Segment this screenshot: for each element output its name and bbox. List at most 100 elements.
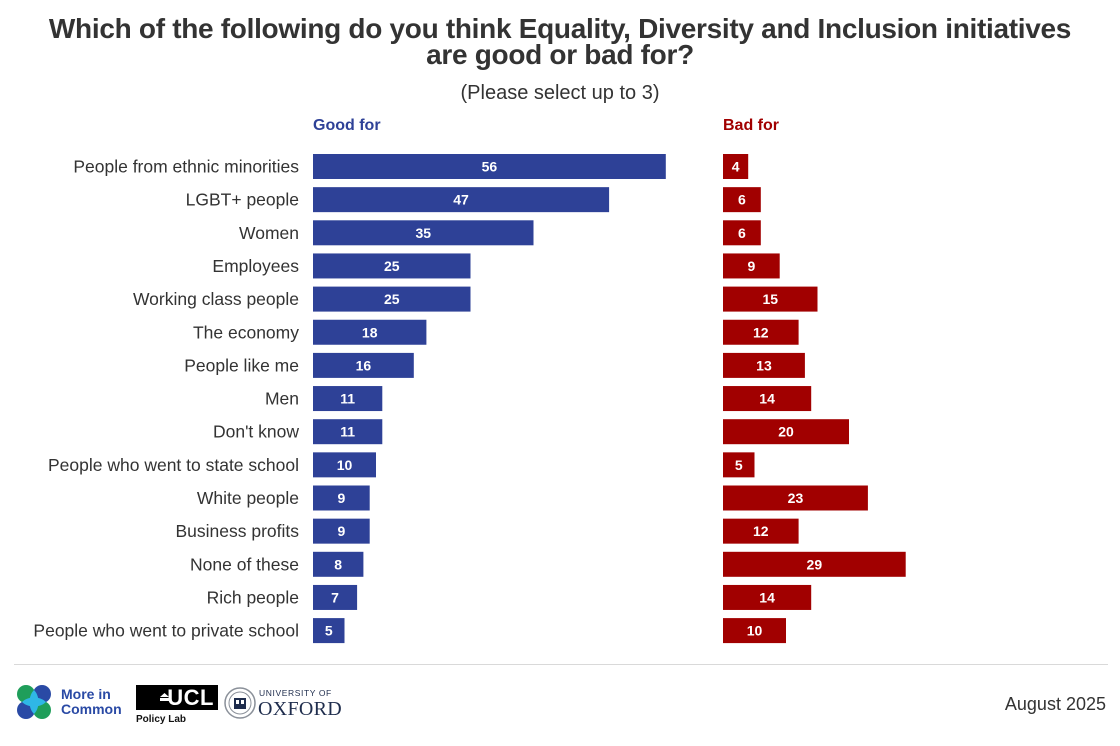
good-for-value-label: 35: [415, 225, 431, 241]
good-for-bar: [313, 584, 358, 610]
bad-for-bar: [723, 319, 799, 345]
chart-row: People who went to private school 5 10: [33, 618, 786, 644]
bad-for-value-label: 10: [747, 623, 763, 639]
more-in-common-mark-icon: [17, 685, 51, 719]
good-for-bar: [313, 386, 383, 412]
good-for-value-label: 18: [362, 324, 378, 340]
bad-for-value-label: 5: [735, 457, 743, 473]
chart-row: Women 35 6: [239, 220, 761, 246]
publication-date: August 2025: [1004, 694, 1106, 714]
good-for-value-label: 56: [482, 159, 498, 175]
bad-for-bar: [723, 551, 906, 577]
oxford-seal-icon: [224, 687, 256, 719]
oxford-small-text: UNIVERSITY OF: [259, 688, 332, 698]
category-label: None of these: [190, 554, 299, 574]
bad-for-bar: [723, 253, 780, 279]
bad-for-bar: [723, 154, 749, 179]
oxford-wordmark: OXFORD: [258, 698, 343, 720]
good-for-bar: [313, 154, 666, 179]
category-label: White people: [197, 488, 299, 508]
good-for-bar: [313, 286, 471, 312]
bad-for-header: Bad for: [723, 117, 779, 134]
good-for-value-label: 47: [453, 192, 469, 208]
good-for-value-label: 11: [340, 391, 355, 407]
ucl-portico-icon: [160, 693, 169, 701]
good-for-value-label: 5: [325, 623, 333, 639]
bad-for-bar: [723, 452, 755, 478]
bad-for-bar: [723, 584, 812, 610]
chart-row: People who went to state school 10 5: [48, 452, 755, 478]
bad-for-value-label: 20: [778, 424, 794, 440]
chart-title-line-2: are good or bad for?: [426, 39, 694, 70]
category-label: People like me: [184, 355, 299, 375]
university-of-oxford-logo: UNIVERSITY OF OXFORD: [224, 686, 344, 722]
category-label: Don't know: [213, 422, 299, 442]
good-for-value-label: 7: [331, 589, 339, 605]
category-label: The economy: [193, 322, 299, 342]
bad-for-value-label: 14: [759, 391, 775, 407]
bad-for-value-label: 9: [747, 258, 755, 274]
good-for-value-label: 16: [356, 357, 372, 373]
bad-for-value-label: 14: [759, 589, 775, 605]
chart-row: Rich people 7 14: [207, 584, 812, 610]
bad-for-bar: [723, 618, 786, 644]
chart-row: Don't know 11 20: [213, 419, 849, 445]
good-for-bar: [313, 220, 534, 246]
good-for-bar: [313, 419, 383, 445]
more-in-common-wordmark: More in Common: [61, 686, 122, 717]
good-for-value-label: 9: [337, 523, 345, 539]
bad-for-value-label: 12: [753, 324, 769, 340]
bad-for-bar: [723, 386, 812, 412]
good-for-bar: [313, 319, 427, 345]
chart-row: LGBT+ people 47 6: [186, 187, 761, 213]
chart-row: Business profits 9 12: [175, 518, 799, 544]
good-for-value-label: 25: [384, 258, 400, 274]
bad-for-bar: [723, 518, 799, 544]
good-for-bar: [313, 253, 471, 279]
category-label: People who went to state school: [48, 455, 299, 475]
category-label: Business profits: [175, 521, 299, 541]
category-label: LGBT+ people: [186, 190, 299, 210]
bad-for-bar: [723, 187, 761, 213]
good-for-bar: [313, 352, 414, 378]
bad-for-value-label: 23: [788, 490, 804, 506]
chart-row: People from ethnic minorities 56 4: [73, 154, 749, 179]
bad-for-bar: [723, 352, 805, 378]
bad-for-bar: [723, 419, 849, 445]
bad-for-value-label: 6: [738, 225, 746, 241]
bad-for-value-label: 4: [732, 159, 740, 175]
bad-for-value-label: 29: [807, 556, 823, 572]
more-in-common-logo: More in Common: [16, 684, 131, 720]
bad-for-bar: [723, 485, 868, 511]
chart-row: Men 11 14: [265, 386, 812, 412]
category-label: People from ethnic minorities: [73, 157, 299, 177]
bad-for-bar: [723, 220, 761, 246]
good-for-bar: [313, 187, 610, 213]
bad-for-value-label: 6: [738, 192, 746, 208]
category-label: Rich people: [207, 587, 299, 607]
ucl-policy-lab-logo: UCL Policy Lab: [136, 685, 218, 725]
category-label: Working class people: [133, 289, 299, 309]
good-for-bar: [313, 618, 345, 644]
bad-for-value-label: 15: [762, 291, 778, 307]
chart-row: White people 9 23: [197, 485, 868, 511]
chart-row: Working class people 25 15: [133, 286, 818, 312]
chart-title: Which of the following do you think Equa…: [0, 13, 1120, 70]
chart-title-line-1: Which of the following do you think Equa…: [48, 13, 1072, 44]
footer-divider: [14, 664, 1108, 665]
good-for-bar: [313, 518, 370, 544]
bad-for-value-label: 12: [753, 523, 769, 539]
good-for-bar: [313, 452, 376, 478]
good-for-value-label: 8: [334, 556, 342, 572]
category-label: Women: [239, 223, 299, 243]
bad-for-bar: [723, 286, 818, 312]
good-for-header: Good for: [313, 117, 381, 134]
category-label: People who went to private school: [33, 621, 299, 641]
chart-row: The economy 18 12: [193, 319, 799, 345]
good-for-bar: [313, 551, 364, 577]
chart-row: People like me 16 13: [184, 352, 805, 378]
ucl-wordmark: UCL: [136, 685, 218, 710]
good-for-value-label: 9: [337, 490, 345, 506]
category-label: Employees: [212, 256, 299, 276]
